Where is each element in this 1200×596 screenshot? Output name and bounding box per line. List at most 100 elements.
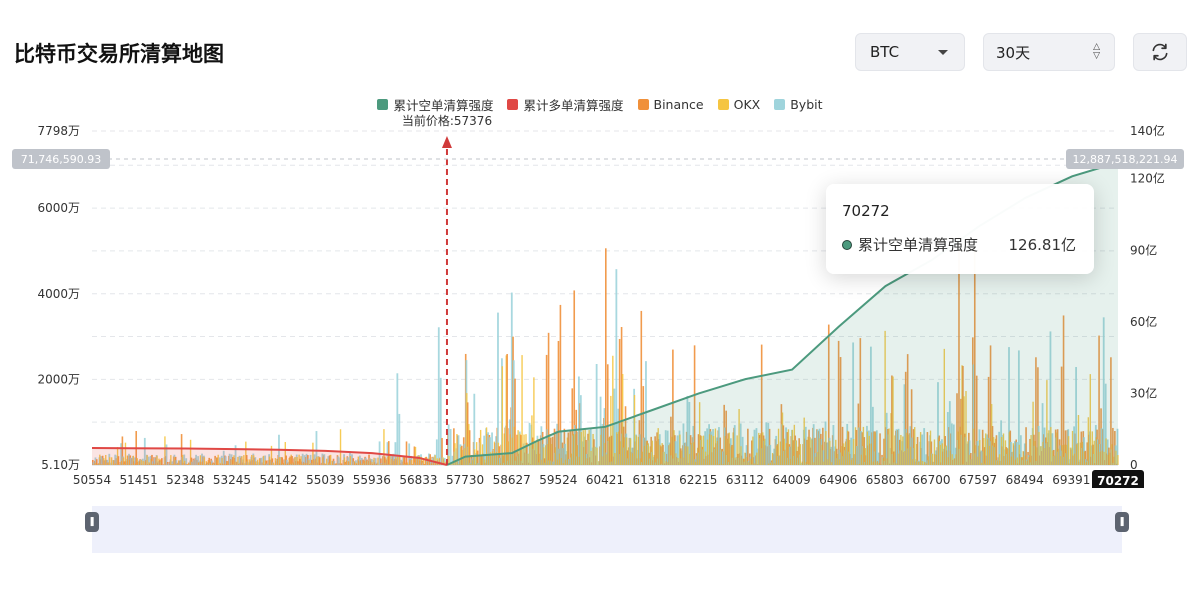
bar-okx [128, 459, 131, 465]
bar-okx [771, 452, 774, 465]
bar-bybit [483, 435, 486, 465]
bar-binance [466, 402, 469, 465]
bar-okx [912, 459, 914, 465]
bar-binance [121, 436, 124, 465]
bar-okx [1016, 457, 1018, 465]
bar-okx [509, 434, 511, 465]
bar-okx [1024, 455, 1026, 465]
bar-bybit [595, 363, 598, 465]
zoom-slider-track[interactable] [92, 506, 1122, 553]
legend-swatch [637, 99, 649, 110]
bar-bybit [972, 364, 975, 465]
asset-select[interactable]: BTC [855, 33, 965, 71]
bar-binance [291, 456, 293, 465]
bar-bybit [1016, 442, 1018, 465]
bar-bybit [351, 454, 353, 465]
bar-bybit [1075, 367, 1077, 465]
bar-okx [979, 440, 981, 465]
bar-okx [1115, 450, 1117, 465]
bar-okx [456, 434, 458, 465]
bar-bybit [676, 435, 679, 465]
bar-okx [369, 458, 371, 465]
bar-okx [787, 429, 790, 465]
bar-okx [343, 457, 346, 465]
bar-binance [514, 378, 516, 465]
bar-okx [621, 374, 624, 465]
bar-bybit [850, 437, 853, 465]
legend-item-okx[interactable]: OKX [717, 95, 760, 114]
bar-okx [769, 462, 772, 465]
bar-okx [406, 462, 409, 465]
bar-okx [988, 445, 991, 465]
bar-okx [923, 461, 926, 465]
bar-binance [697, 434, 700, 465]
bar-okx [558, 453, 561, 465]
x-tick-label: 53245 [213, 473, 251, 487]
bar-binance [610, 435, 613, 465]
bar-okx [181, 454, 184, 465]
bar-binance [1086, 442, 1089, 465]
bar-okx [671, 436, 673, 465]
refresh-button[interactable] [1133, 33, 1187, 71]
bar-bybit [1059, 445, 1062, 465]
legend-item-long[interactable]: 累计多单清算强度 [507, 95, 624, 114]
bar-okx [1063, 444, 1066, 465]
bar-okx [345, 460, 348, 465]
bar-okx [981, 462, 983, 465]
bar-okx [288, 457, 290, 465]
bar-okx [862, 426, 865, 465]
bar-binance [608, 436, 611, 465]
bar-okx [813, 462, 815, 465]
bar-okx [947, 457, 949, 465]
bar-bybit [264, 455, 267, 465]
bar-binance [618, 338, 621, 465]
bar-okx [584, 429, 586, 465]
bar-okx [511, 437, 513, 465]
bar-bybit [1051, 433, 1054, 465]
bar-bybit [134, 457, 136, 465]
bar-okx [900, 434, 902, 465]
bar-okx [965, 391, 967, 465]
bar-okx [927, 456, 930, 465]
x-tick-label: 62215 [679, 473, 717, 487]
bar-okx [1107, 454, 1109, 465]
left-readout-label: 71,746,590.93 [21, 153, 101, 166]
bar-okx [136, 458, 139, 465]
bar-okx [827, 459, 829, 465]
bar-bybit [937, 382, 939, 465]
legend-item-binance[interactable]: Binance [637, 95, 704, 114]
bar-okx [663, 451, 665, 465]
bar-okx [438, 458, 440, 465]
bar-bybit [812, 424, 815, 465]
bar-okx [896, 463, 898, 465]
bar-okx [428, 458, 431, 465]
bar-bybit [564, 443, 566, 465]
time-range-select[interactable]: 30天 △ ▽ [983, 33, 1115, 71]
bar-okx [872, 461, 874, 465]
bar-okx [381, 464, 383, 465]
bar-okx [706, 439, 709, 465]
zoom-handle-left[interactable]: ❚ [85, 512, 99, 532]
bar-okx [781, 412, 784, 465]
bar-bybit [386, 442, 389, 465]
bar-okx [799, 444, 801, 465]
bar-okx [694, 461, 697, 465]
bar-binance [798, 438, 800, 465]
y-left-tick-label: 4000万 [37, 287, 80, 301]
bar-okx [475, 442, 478, 465]
bar-binance [585, 439, 587, 465]
bar-okx [754, 463, 756, 465]
bar-okx [531, 415, 533, 465]
bar-binance [1056, 429, 1059, 465]
bar-binance [916, 436, 919, 465]
legend-item-short[interactable]: 累计空单清算强度 [377, 95, 493, 114]
zoom-handle-right[interactable]: ❚ [1115, 512, 1129, 532]
bar-okx [971, 459, 973, 465]
bar-bybit [374, 458, 377, 465]
x-tick-label: 55039 [306, 473, 344, 487]
bar-okx [937, 437, 940, 465]
legend-label: 累计多单清算强度 [523, 98, 624, 113]
bar-okx [616, 432, 618, 465]
legend-item-bybit[interactable]: Bybit [774, 95, 823, 114]
bar-okx [304, 463, 306, 465]
